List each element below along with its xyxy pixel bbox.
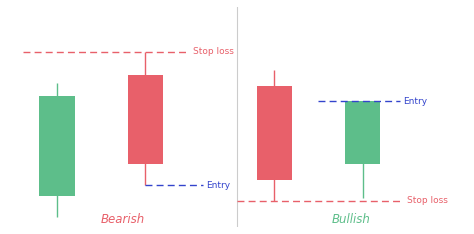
Bar [128,75,163,164]
Bar [257,86,292,180]
Bar [345,101,380,164]
Text: Entry: Entry [207,181,230,190]
Text: Bearish: Bearish [101,213,146,226]
Text: Stop loss: Stop loss [407,196,447,205]
Text: Bullish: Bullish [331,213,370,226]
Text: Stop loss: Stop loss [193,47,234,56]
Bar [39,96,75,196]
Text: Entry: Entry [403,97,428,106]
